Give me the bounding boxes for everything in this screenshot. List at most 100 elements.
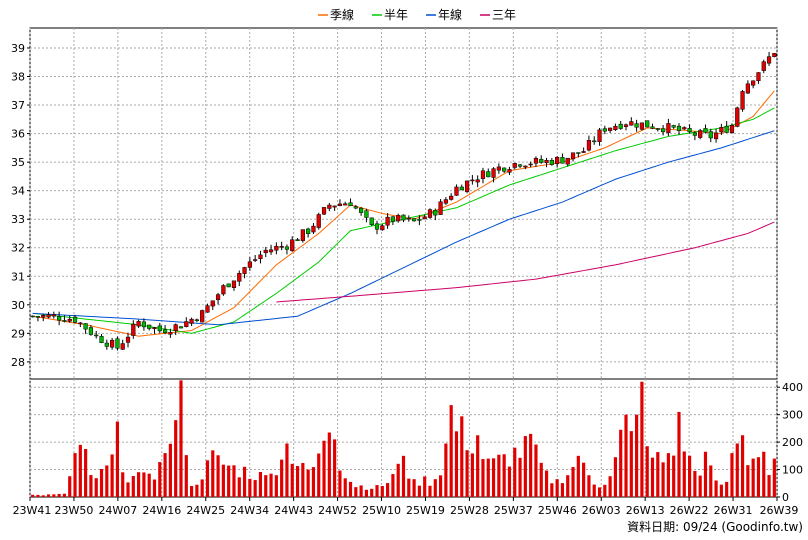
candle-body [99, 336, 104, 343]
volume-bar [62, 493, 67, 497]
candle-body [316, 214, 321, 228]
volume-bar [31, 494, 35, 497]
candle-body [152, 327, 157, 330]
volume-bar [677, 411, 681, 497]
candle-body [189, 318, 194, 324]
candle-body [41, 315, 46, 318]
volume-bar [698, 475, 702, 497]
volume-bar [640, 381, 644, 497]
candle-body [698, 130, 703, 138]
volume-bar [211, 450, 215, 497]
price-axis-ticks: 28 29 30 31 32 33 34 35 36 37 38 39 [11, 42, 30, 369]
candle-body [343, 203, 348, 206]
volume-bar [407, 478, 411, 497]
volume-bar [354, 487, 358, 497]
volume-bar [672, 455, 676, 497]
candle-body [337, 203, 343, 206]
candle-body [655, 128, 660, 130]
chart-legend: 季線 半年 年線 三年 [318, 7, 516, 22]
volume-bar [269, 473, 273, 497]
volume-bar [756, 457, 761, 497]
price-tick-label: 29 [11, 327, 25, 340]
volume-bar [205, 460, 210, 497]
price-panel: 28 29 30 31 32 33 34 35 36 37 38 39 [11, 27, 778, 380]
candle-body [348, 202, 353, 207]
candle-body [157, 325, 162, 332]
volume-bar [131, 476, 135, 497]
volume-bar [613, 457, 618, 497]
candle-body [639, 122, 645, 130]
volume-bar [68, 476, 72, 497]
volume-bar [401, 455, 406, 497]
x-tick-label: 26W13 [626, 504, 665, 517]
volume-bar [709, 465, 713, 497]
volume-bar [650, 457, 655, 497]
volume-bar [110, 454, 114, 497]
volume-bar [36, 494, 40, 497]
candle-body [168, 332, 173, 335]
volume-bar [656, 452, 660, 497]
volume-axis-ticks: 0 100 200 300 400 [777, 381, 803, 504]
candle-body [555, 156, 560, 165]
volume-bar [158, 462, 162, 497]
volume-bar [333, 439, 337, 497]
volume-bar [52, 494, 56, 497]
candle-body [751, 80, 756, 86]
x-tick-label: 23W41 [13, 504, 52, 517]
candle-body [507, 169, 512, 173]
volume-bar [386, 483, 390, 497]
candle-body [390, 216, 396, 222]
volume-bar [295, 466, 300, 497]
volume-bar [126, 482, 130, 497]
volume-bar [412, 479, 416, 497]
candle-body [380, 225, 385, 231]
volume-bar [497, 454, 501, 497]
volume-bar [359, 485, 363, 497]
volume-bar [682, 451, 686, 497]
candle-body [692, 132, 697, 136]
x-tick-label: 23W50 [55, 504, 94, 517]
ma-line-2 [32, 130, 775, 326]
candle-body [470, 179, 475, 182]
volume-bar [687, 455, 692, 497]
volume-bar [94, 478, 98, 497]
volume-bar [253, 480, 257, 497]
volume-bar [115, 421, 120, 497]
volume-bar [566, 475, 570, 497]
volume-bar [608, 476, 612, 497]
volume-bar [179, 380, 183, 497]
volume-bar [624, 414, 628, 497]
candle-body [682, 127, 687, 130]
candle-body [332, 205, 337, 208]
candle-body [533, 157, 539, 164]
volume-bar [168, 443, 172, 497]
volume-bar [476, 435, 480, 497]
candle-body [94, 334, 99, 337]
x-tick-label: 24W43 [274, 504, 313, 517]
candle-body [464, 180, 470, 192]
candle-body [200, 310, 205, 323]
volume-bar [258, 472, 263, 497]
candle-body [528, 163, 533, 166]
candle-body [634, 123, 639, 128]
candle-body [300, 229, 305, 241]
volume-bar [481, 459, 485, 497]
volume-bar [571, 467, 575, 497]
candle-body [35, 316, 41, 318]
price-tick-label: 31 [11, 270, 25, 283]
candle-body [713, 132, 719, 140]
volume-bar [751, 458, 755, 497]
x-axis-ticks: 23W41 23W50 24W07 24W16 24W25 24W34 24W43 24W52… [13, 497, 799, 517]
candle-body [210, 300, 215, 307]
candle-body [194, 319, 199, 322]
volume-bar [772, 458, 776, 497]
volume-bar [280, 459, 284, 497]
volume-bar [740, 435, 745, 497]
x-tick-label: 25W28 [450, 504, 489, 517]
candle-body [766, 56, 772, 64]
volume-panel: 0 100 200 300 400 [29, 378, 803, 504]
candle-body [581, 151, 586, 153]
x-tick-label: 26W39 [760, 504, 799, 517]
candle-body [247, 261, 252, 268]
volume-bar [121, 472, 125, 497]
